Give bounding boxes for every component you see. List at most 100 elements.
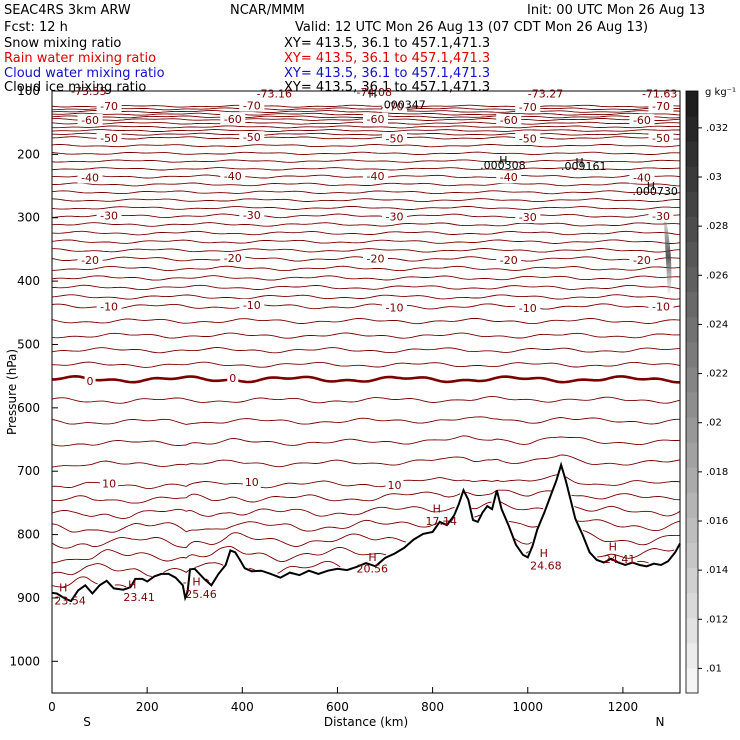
contour-level-label: -40: [633, 171, 651, 184]
contour-level-label: -40: [367, 170, 385, 183]
contour-label-bg: [242, 475, 261, 488]
temperature-contour: [51, 514, 681, 533]
contour-level-label: 0: [229, 372, 236, 385]
temperature-contour: [51, 198, 680, 203]
direction-south-label: S: [83, 715, 91, 729]
contour-label-bg: [496, 253, 522, 266]
colorbar-swatch: [686, 291, 698, 318]
contour-label-bg: [77, 114, 103, 127]
x-tick-label: 1000: [512, 700, 543, 714]
colorbar: .01 .012 .014 .016 .018 .02 .022 .024 .026 .028 .0…: [685, 87, 736, 694]
contour-label-bg: [239, 208, 265, 221]
temperature-contour: [51, 332, 681, 339]
colorbar-swatch: [686, 467, 698, 493]
contour-label-bg: [227, 371, 239, 384]
colorbar-unit: g kg⁻¹: [705, 87, 736, 98]
contour-level-label: -20: [500, 254, 518, 267]
colorbar-tick-label: .032: [706, 123, 728, 134]
colorbar-swatch: [686, 442, 698, 468]
contour-label-bg: [385, 479, 404, 492]
extremum-value-label: -74.08: [356, 86, 391, 99]
contour-label-bg: [77, 254, 103, 267]
contour-label-bg: [220, 113, 246, 126]
colorbar-swatch: [686, 567, 698, 594]
y-tick-label: 400: [17, 274, 40, 288]
contour-level-label: 10: [102, 478, 116, 491]
temperature-contour: [51, 275, 681, 281]
field-label-rain: Rain water mixing ratio: [4, 51, 157, 66]
contour-label-bg: [496, 171, 522, 184]
contour-level-label: -60: [81, 114, 99, 127]
x-tick-label: 800: [421, 700, 444, 714]
contour-level-label: -50: [519, 133, 537, 146]
colorbar-swatch: [686, 141, 698, 167]
colorbar-tick-label: .012: [706, 614, 728, 625]
extremum-value-label: 24.41: [604, 553, 636, 566]
colorbar-swatch: [686, 667, 698, 694]
temperature-contour: [51, 501, 681, 520]
contour-level-label: -30: [386, 210, 404, 223]
contour-level-label: -70: [652, 100, 670, 113]
contour-level-label: -30: [519, 211, 537, 224]
contour-level-label: -60: [367, 113, 385, 126]
contour-level-label: 10: [388, 479, 402, 492]
contour-label-bg: [363, 252, 389, 265]
contour-label-bg: [239, 131, 265, 144]
contour-label-bg: [239, 298, 265, 311]
contour-label-bg: [220, 251, 246, 264]
model-title: SEAC4RS 3km ARW: [4, 3, 131, 18]
temperature-contour: [51, 530, 681, 549]
high-marker: H: [575, 156, 583, 169]
contour-label-bg: [96, 209, 122, 222]
contour-level-label: -20: [367, 252, 385, 265]
contour-level-label: -70: [386, 101, 404, 114]
y-tick-label: 100: [17, 84, 40, 98]
temperature-contour: [52, 132, 681, 136]
colorbar-tick-label: .03: [706, 172, 722, 183]
extremum-value-label: 23.54: [54, 594, 85, 607]
colorbar-swatch: [686, 617, 698, 644]
temperature-contour: [51, 396, 681, 404]
axes: 0 200 400 600 800 1000 12001002003004005006007…: [5, 84, 664, 729]
cloud-ice-streak: [663, 217, 672, 294]
contour-label-bg: [239, 99, 265, 112]
colorbar-tick-label: .016: [706, 516, 728, 527]
x-axis-label: Distance (km): [324, 715, 408, 729]
contour-level-label: -60: [633, 114, 651, 127]
contour-label-bg: [648, 209, 674, 222]
temperature-contour: [51, 435, 681, 447]
contour-label-bg: [100, 477, 119, 490]
temperature-contour: [51, 489, 680, 504]
contour-level-label: -20: [224, 252, 242, 265]
contour-level-label: 0: [87, 375, 94, 388]
plot-frame: [51, 90, 681, 694]
contour-level-label: -50: [386, 132, 404, 145]
contour-level-label: -70: [100, 100, 118, 113]
temperature-contour: [51, 230, 681, 236]
colorbar-swatch: [686, 341, 698, 368]
extremum-value-label: 20.56: [356, 563, 388, 576]
contour-level-label: -30: [652, 210, 670, 223]
temperature-contour: [51, 317, 681, 325]
extremum-value-label: 24.68: [530, 559, 562, 572]
contour-label-bg: [382, 210, 408, 223]
extremum-value-label: 23.41: [123, 591, 155, 604]
x-tick-label: 200: [136, 700, 159, 714]
colorbar-swatch: [686, 366, 698, 393]
temperature-contour: [51, 129, 680, 132]
contour-level-label: -30: [100, 210, 118, 223]
contour-label-bg: [648, 131, 674, 144]
temperature-contour: [51, 303, 681, 310]
high-marker: H: [647, 180, 655, 193]
contour-level-label: -60: [224, 113, 242, 126]
temperature-contours: [51, 104, 681, 588]
temperature-contour: [51, 151, 681, 156]
temperature-contour: [51, 454, 681, 468]
extremum-value-label: 17.14: [425, 515, 457, 528]
x-tick-label: 0: [48, 700, 56, 714]
colorbar-tick-label: .022: [706, 369, 728, 380]
extremum-value-label: -73.16: [257, 87, 292, 100]
y-tick-label: 900: [17, 591, 40, 605]
colorbar-tick-label: .018: [706, 467, 728, 478]
